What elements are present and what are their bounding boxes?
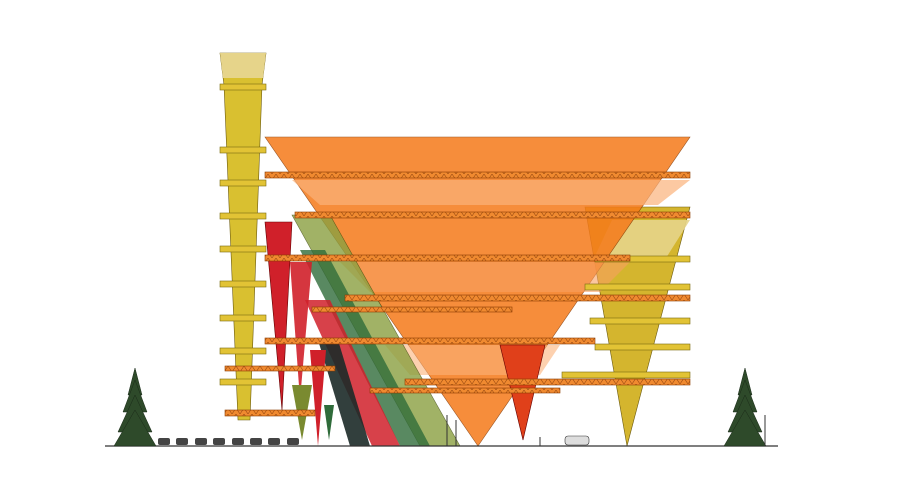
red-cone [264, 221, 293, 411]
yellow-slabs [561, 255, 691, 379]
tower-floors [219, 83, 267, 386]
slab [369, 387, 561, 394]
tower-floor [219, 314, 267, 322]
slab [584, 283, 691, 291]
slab [264, 254, 631, 262]
slab [311, 306, 513, 313]
floor-slabs [224, 171, 691, 417]
slab [589, 317, 691, 325]
red-band [305, 300, 400, 446]
tower-floor [219, 83, 267, 91]
slab [264, 337, 596, 345]
tower-floor [219, 347, 267, 355]
slab [294, 211, 691, 219]
main-cone-glass [292, 180, 690, 205]
tower-floor [219, 212, 267, 220]
figures [446, 415, 766, 446]
slab [224, 409, 316, 417]
tower-floor [219, 245, 267, 253]
slab [224, 365, 336, 372]
tower-floor [219, 146, 267, 154]
slab [561, 371, 691, 379]
tree [113, 367, 157, 447]
dark-band [300, 250, 430, 446]
main-cone-glass [340, 262, 630, 292]
red-cone [310, 350, 326, 446]
slab [264, 171, 691, 179]
cars [158, 435, 590, 446]
tree [723, 367, 767, 447]
tower-floor [219, 378, 267, 386]
tower-floor [219, 179, 267, 187]
tower-floor [219, 280, 267, 288]
green-cone [324, 405, 334, 440]
slab [594, 343, 691, 351]
tower [219, 52, 267, 421]
red-cone [290, 262, 312, 400]
tower-top [220, 53, 266, 78]
slab [344, 294, 691, 302]
slab [404, 378, 691, 386]
